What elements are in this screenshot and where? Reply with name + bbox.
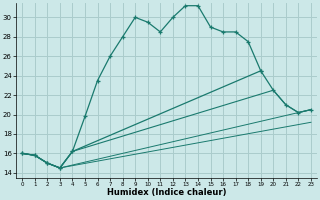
X-axis label: Humidex (Indice chaleur): Humidex (Indice chaleur) [107,188,226,197]
